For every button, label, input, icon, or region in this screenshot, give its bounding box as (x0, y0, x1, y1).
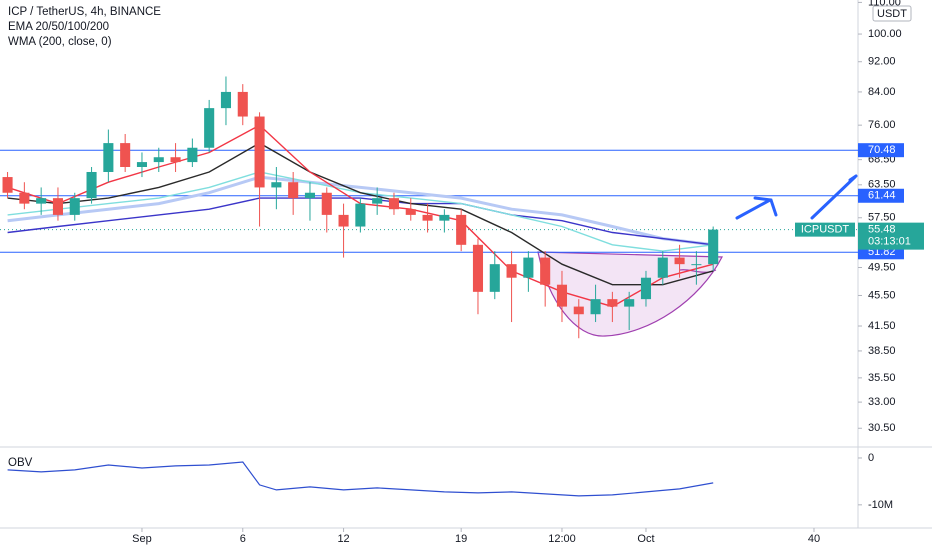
last-price-label: 55.48 (868, 224, 896, 236)
x-tick-label: 12 (337, 533, 349, 545)
x-tick-label: Sep (132, 533, 152, 545)
candle-body (590, 299, 601, 315)
candle-body (573, 306, 584, 315)
candle-body (472, 244, 484, 292)
arrow (810, 174, 858, 220)
candle-body (254, 116, 265, 188)
candle-body (405, 209, 416, 215)
level-label: 61.44 (868, 190, 896, 202)
y-tick-label: 76.00 (868, 119, 896, 131)
countdown-label: 03:13:01 (868, 236, 911, 248)
candle-body (187, 147, 198, 163)
candle-body (556, 284, 568, 307)
y-tick-label: -10M (868, 499, 893, 511)
candle-body (607, 299, 618, 307)
candle-body (624, 299, 635, 307)
moving-average (7, 197, 714, 246)
last-price-box (858, 222, 924, 250)
candle-body (2, 177, 13, 193)
y-tick-label: 110.00 (868, 0, 901, 8)
y-tick-label: 63.50 (868, 179, 896, 191)
obv-title: OBV (8, 457, 33, 469)
candle-body (321, 192, 332, 215)
candle-body (388, 198, 400, 210)
candle-body (271, 182, 282, 188)
indicator-label: WMA (200, close, 0) (8, 36, 112, 48)
candle-body (355, 203, 366, 227)
candle-body (86, 171, 97, 199)
moving-average (7, 175, 714, 247)
level-label: 70.48 (868, 144, 896, 156)
candle-body (489, 264, 500, 292)
obv-line (7, 461, 714, 497)
candle-body (170, 157, 181, 163)
x-tick-label: 12:00 (548, 533, 576, 545)
level-label-box (858, 143, 904, 158)
x-tick-label: 19 (455, 533, 467, 545)
x-tick-label: 6 (240, 533, 246, 545)
y-tick-label: 49.50 (868, 261, 896, 273)
candle-body (136, 162, 148, 167)
arrow (735, 196, 778, 220)
candle-body (422, 214, 433, 221)
y-tick-label: 35.50 (868, 372, 896, 384)
candle-body (674, 257, 685, 265)
y-tick-label: 92.00 (868, 56, 896, 68)
candle-body (36, 198, 47, 204)
candle-body (237, 91, 248, 117)
x-tick-label: Oct (637, 533, 654, 545)
candle-body (304, 192, 316, 199)
candle-body (523, 257, 534, 278)
moving-average (7, 142, 714, 286)
candle-body (120, 143, 131, 167)
candle-body (657, 257, 668, 278)
level-label-box (858, 188, 904, 203)
unit-label: USDT (877, 8, 907, 20)
candle-body (640, 277, 652, 300)
candle-body (338, 214, 349, 227)
y-tick-label: 30.50 (868, 422, 896, 434)
x-tick-label: 40 (808, 533, 820, 545)
unit-box (872, 5, 912, 22)
y-tick-label: 33.00 (868, 396, 896, 408)
candle-body (220, 91, 232, 109)
y-tick-label: 45.50 (868, 289, 896, 301)
candle-body (52, 198, 64, 215)
y-tick-label: 57.50 (868, 212, 896, 224)
candle-body (204, 108, 215, 148)
candle-body (288, 182, 299, 199)
candle-body (506, 264, 517, 278)
y-tick-label: 41.50 (868, 320, 896, 332)
y-tick-label: 0 (868, 452, 874, 464)
candle-body (69, 198, 80, 215)
chart-title: ICP / TetherUS, 4h, BINANCE (8, 6, 161, 18)
candle-body (372, 198, 383, 204)
symbol-label: ICPUSDT (801, 224, 850, 236)
candle-body (691, 264, 702, 266)
candle-body (19, 192, 30, 204)
y-tick-label: 84.00 (868, 86, 896, 98)
candle-body (153, 157, 164, 163)
candle-body (540, 257, 551, 285)
y-tick-label: 38.50 (868, 345, 896, 357)
candle-body (103, 143, 114, 172)
candle-body (708, 229, 719, 265)
symbol-label-box (795, 222, 855, 237)
indicator-label: EMA 20/50/100/200 (8, 21, 109, 33)
candle-body (456, 214, 467, 245)
candle-body (439, 214, 450, 221)
y-tick-label: 100.00 (868, 28, 902, 40)
